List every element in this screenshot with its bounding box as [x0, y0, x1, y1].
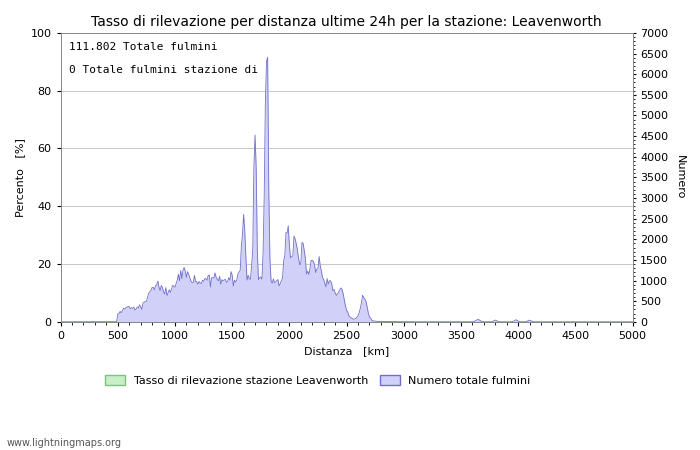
Y-axis label: Numero: Numero — [675, 155, 685, 199]
Text: 0 Totale fulmini stazione di: 0 Totale fulmini stazione di — [69, 65, 258, 75]
Y-axis label: Percento   [%]: Percento [%] — [15, 138, 25, 217]
Text: 111.802 Totale fulmini: 111.802 Totale fulmini — [69, 41, 218, 52]
Title: Tasso di rilevazione per distanza ultime 24h per la stazione: Leavenworth: Tasso di rilevazione per distanza ultime… — [91, 15, 602, 29]
Legend: Tasso di rilevazione stazione Leavenworth, Numero totale fulmini: Tasso di rilevazione stazione Leavenwort… — [101, 371, 536, 390]
Text: www.lightningmaps.org: www.lightningmaps.org — [7, 438, 122, 448]
X-axis label: Distanza   [km]: Distanza [km] — [304, 346, 389, 356]
